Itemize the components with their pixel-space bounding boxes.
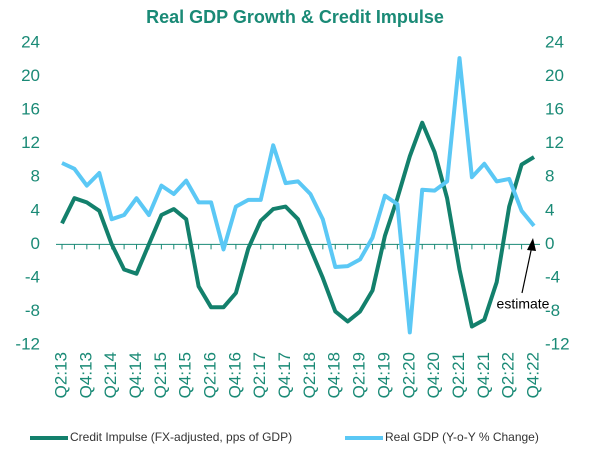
x-tick-label: Q4:13: [76, 352, 95, 398]
x-tick-label: Q2:15: [151, 352, 170, 398]
y2-tick-label: 8: [545, 167, 554, 186]
x-tick-label: Q2:21: [449, 352, 468, 398]
annotation-arrowhead: [527, 238, 536, 251]
x-tick-label: Q2:18: [300, 352, 319, 398]
x-tick-label: Q2:16: [201, 352, 220, 398]
y-tick-label: 0: [31, 234, 40, 253]
y-tick-label: 16: [21, 100, 40, 119]
x-tick-label: Q4:15: [176, 352, 195, 398]
y-tick-label: 20: [21, 66, 40, 85]
series-line: [60, 120, 536, 329]
annotation: estimate: [497, 296, 550, 312]
y-tick-label: 12: [21, 133, 40, 152]
x-tick-label: Q4:22: [523, 352, 542, 398]
legend-label: Real GDP (Y-o-Y % Change): [385, 430, 539, 444]
x-tick-label: Q4:16: [225, 352, 244, 398]
x-tick-label: Q2:19: [350, 352, 369, 398]
series-line: [61, 56, 536, 335]
x-tick-label: Q2:13: [51, 352, 70, 398]
y2-tick-label: 0: [545, 234, 554, 253]
y2-tick-label: -4: [545, 267, 560, 286]
x-tick-label: Q4:21: [474, 352, 493, 398]
y2-tick-label: -12: [545, 334, 570, 353]
y2-tick-label: 12: [545, 133, 564, 152]
x-tick-label: Q4:17: [275, 352, 294, 398]
y-tick-label: -8: [25, 301, 40, 320]
x-tick-label: Q2:20: [399, 352, 418, 398]
x-tick-label: Q2:14: [101, 352, 120, 398]
annotation-arrow: [521, 245, 533, 294]
x-tick-label: Q4:20: [424, 352, 443, 398]
y-tick-label: 24: [21, 32, 40, 51]
y-tick-label: -12: [15, 334, 40, 353]
legend-label: Credit Impulse (FX-adjusted, pps of GDP): [70, 430, 292, 444]
x-tick-label: Q4:18: [325, 352, 344, 398]
y2-tick-label: 4: [545, 200, 554, 219]
y-tick-label: 8: [31, 167, 40, 186]
x-tick-label: Q4:14: [126, 352, 145, 398]
x-tick-label: Q4:19: [374, 352, 393, 398]
x-tick-label: Q2:22: [499, 352, 518, 398]
x-tick-label: Q2:17: [250, 352, 269, 398]
y-tick-label: 4: [31, 200, 40, 219]
y2-tick-label: -8: [545, 301, 560, 320]
y-tick-label: -4: [25, 267, 40, 286]
y2-tick-label: 20: [545, 66, 564, 85]
chart-title: Real GDP Growth & Credit Impulse: [146, 7, 444, 27]
y2-tick-label: 16: [545, 100, 564, 119]
y2-tick-label: 24: [545, 32, 564, 51]
